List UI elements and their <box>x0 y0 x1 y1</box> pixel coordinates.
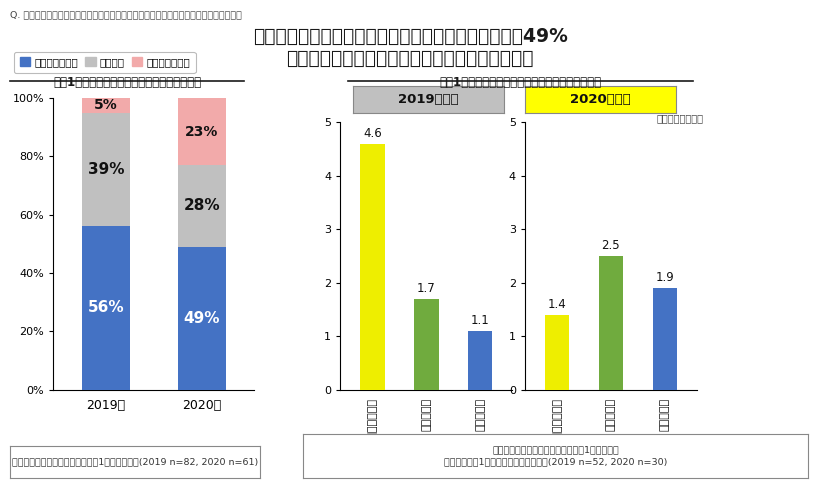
Text: 56%: 56% <box>88 300 124 316</box>
Text: 社内の異動・育成: 社内の異動・育成 <box>551 397 561 451</box>
Bar <box>652 288 676 390</box>
Bar <box>178 165 225 246</box>
Text: 1.1: 1.1 <box>470 314 489 327</box>
Bar <box>82 98 129 113</box>
Text: 直近1年間で増えたデータサイエンティストの内訳: 直近1年間で増えたデータサイエンティストの内訳 <box>439 76 601 89</box>
Bar <box>178 98 225 165</box>
Text: 1.4: 1.4 <box>547 298 566 311</box>
Text: 1.7: 1.7 <box>417 282 435 295</box>
Text: 新卒採用者: 新卒採用者 <box>659 397 669 431</box>
Text: 直近1年間でのデータサイエンティストの増減: 直近1年間でのデータサイエンティストの増減 <box>53 76 201 89</box>
Bar <box>82 113 129 226</box>
Text: 1.9: 1.9 <box>654 271 673 284</box>
Text: 社内の異動・育成: 社内の異動・育成 <box>367 397 377 451</box>
Bar <box>360 144 384 390</box>
Text: 中途採用者: 中途採用者 <box>605 397 615 431</box>
Text: 23%: 23% <box>184 124 218 139</box>
Text: 4.6: 4.6 <box>363 127 382 140</box>
Text: 中途採用者: 中途採用者 <box>421 397 431 431</box>
Bar <box>414 299 438 390</box>
Text: Q. データサイエンティスト人材の増減と、増やした人数の増員方法をお答えください。: Q. データサイエンティスト人材の増減と、増やした人数の増員方法をお答えください… <box>10 11 242 20</box>
Text: 5%: 5% <box>94 98 118 112</box>
Legend: １人以上増えた, 増減なし, １人以上減った: １人以上増えた, 増減なし, １人以上減った <box>14 52 195 73</box>
Text: 2020年調査: 2020年調査 <box>569 93 631 106</box>
Bar <box>178 246 225 390</box>
Bar <box>545 315 568 390</box>
Text: この１年でデータサイエンティストを増やした企業は49%: この１年でデータサイエンティストを増やした企業は49% <box>252 27 567 46</box>
Text: データサイエンティストの在籍者が1人以上で、
直近１年間で1人以上増員があった企業(2019 n=52, 2020 n=30): データサイエンティストの在籍者が1人以上で、 直近１年間で1人以上増員があった企… <box>443 445 667 466</box>
Text: 2019年調査: 2019年調査 <box>398 93 458 106</box>
Text: 39%: 39% <box>88 162 124 177</box>
Bar <box>82 226 129 390</box>
Text: データサイエンティスト在籍者が1人以上の企業(2019 n=82, 2020 n=61): データサイエンティスト在籍者が1人以上の企業(2019 n=82, 2020 n… <box>11 457 258 466</box>
Text: （平均人数：人）: （平均人数：人） <box>656 113 703 122</box>
Text: 2.5: 2.5 <box>601 239 619 252</box>
Text: 49%: 49% <box>183 311 219 326</box>
Text: 28%: 28% <box>183 198 219 213</box>
Text: 新卒採用者: 新卒採用者 <box>475 397 485 431</box>
Text: 内訳として、中途採用・新卒採用が昨年より増加: 内訳として、中途採用・新卒採用が昨年より増加 <box>286 49 533 68</box>
Bar <box>598 256 622 390</box>
Bar <box>468 331 491 390</box>
